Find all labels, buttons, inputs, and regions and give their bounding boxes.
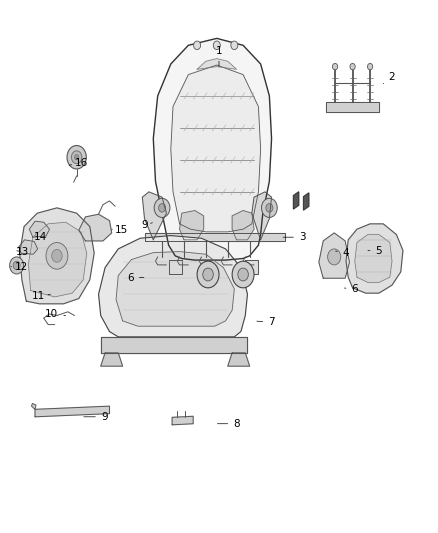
Polygon shape bbox=[326, 102, 379, 112]
Polygon shape bbox=[116, 252, 234, 326]
Polygon shape bbox=[172, 416, 193, 425]
Polygon shape bbox=[101, 353, 123, 366]
Circle shape bbox=[266, 204, 273, 212]
Polygon shape bbox=[79, 214, 112, 241]
Text: 13: 13 bbox=[16, 247, 29, 256]
Polygon shape bbox=[245, 260, 258, 274]
Text: 9: 9 bbox=[141, 220, 152, 230]
Polygon shape bbox=[346, 224, 403, 293]
Circle shape bbox=[328, 249, 341, 265]
Polygon shape bbox=[99, 236, 247, 337]
Circle shape bbox=[261, 198, 277, 217]
Text: 8: 8 bbox=[217, 419, 240, 429]
Circle shape bbox=[350, 63, 355, 70]
Text: 2: 2 bbox=[383, 72, 396, 84]
Circle shape bbox=[332, 63, 338, 70]
Circle shape bbox=[13, 261, 20, 270]
Polygon shape bbox=[171, 65, 261, 232]
Text: 9: 9 bbox=[84, 412, 108, 422]
Text: 4: 4 bbox=[336, 248, 350, 258]
Polygon shape bbox=[232, 211, 254, 240]
Text: 1: 1 bbox=[215, 46, 223, 67]
Polygon shape bbox=[169, 260, 182, 274]
Text: 7: 7 bbox=[257, 318, 275, 327]
Circle shape bbox=[367, 63, 373, 70]
Text: 14: 14 bbox=[34, 232, 47, 242]
Circle shape bbox=[203, 268, 213, 281]
Circle shape bbox=[52, 249, 62, 262]
Circle shape bbox=[74, 155, 79, 160]
Text: 3: 3 bbox=[283, 232, 306, 242]
Circle shape bbox=[197, 261, 219, 288]
Circle shape bbox=[10, 257, 24, 274]
Circle shape bbox=[71, 151, 82, 164]
Polygon shape bbox=[180, 211, 204, 240]
Polygon shape bbox=[142, 192, 166, 240]
Circle shape bbox=[231, 41, 238, 50]
Polygon shape bbox=[293, 192, 299, 209]
Circle shape bbox=[232, 261, 254, 288]
Text: 6: 6 bbox=[344, 284, 358, 294]
Text: 5: 5 bbox=[368, 246, 382, 255]
Polygon shape bbox=[19, 240, 38, 254]
Circle shape bbox=[213, 41, 220, 50]
Polygon shape bbox=[20, 208, 94, 304]
Text: 12: 12 bbox=[11, 262, 28, 271]
Polygon shape bbox=[101, 337, 247, 353]
Polygon shape bbox=[355, 235, 392, 282]
Circle shape bbox=[154, 198, 170, 217]
Polygon shape bbox=[319, 233, 350, 278]
Polygon shape bbox=[153, 38, 272, 260]
Text: 15: 15 bbox=[112, 225, 128, 235]
Polygon shape bbox=[304, 193, 309, 210]
Polygon shape bbox=[29, 221, 49, 237]
Polygon shape bbox=[28, 222, 87, 297]
Circle shape bbox=[46, 243, 68, 269]
Text: 11: 11 bbox=[32, 291, 50, 301]
Circle shape bbox=[238, 268, 248, 281]
Polygon shape bbox=[32, 403, 36, 409]
Text: 10: 10 bbox=[45, 310, 66, 319]
Polygon shape bbox=[197, 59, 237, 69]
Circle shape bbox=[159, 204, 166, 212]
Circle shape bbox=[194, 41, 201, 50]
Polygon shape bbox=[35, 406, 110, 417]
Polygon shape bbox=[252, 192, 272, 240]
Polygon shape bbox=[145, 233, 285, 241]
Text: 6: 6 bbox=[127, 273, 144, 283]
Text: 16: 16 bbox=[69, 158, 88, 167]
Circle shape bbox=[67, 146, 86, 169]
Polygon shape bbox=[228, 353, 250, 366]
